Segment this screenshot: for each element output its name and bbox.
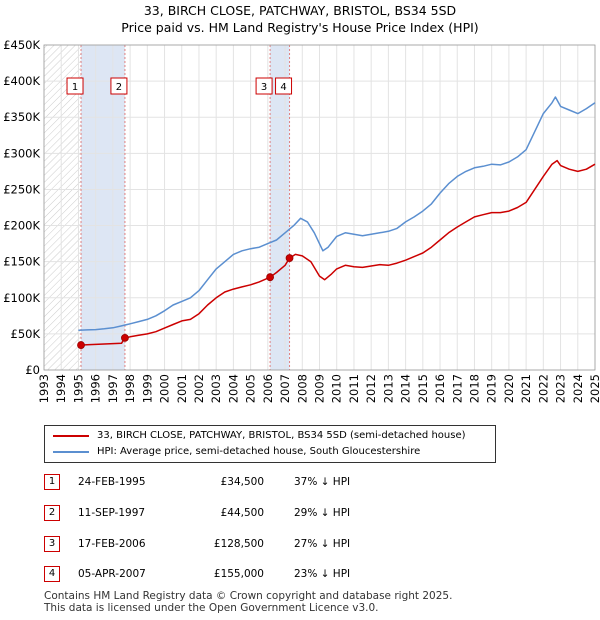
y-tick-label: £350K (3, 110, 40, 124)
x-tick-label: 2002 (192, 374, 206, 403)
sale-number-badge: 3 (44, 536, 60, 552)
x-tick-label: 2009 (313, 374, 327, 403)
footer-licence: This data is licensed under the Open Gov… (44, 602, 379, 614)
sale-date: 11-SEP-1997 (78, 507, 146, 519)
sale-row: 3 17-FEB-2006 £128,500 27% ↓ HPI (44, 536, 444, 552)
x-tick-label: 2019 (485, 374, 499, 403)
y-tick-label: £100K (3, 291, 40, 305)
sale-number-label: 2 (116, 82, 122, 93)
price-chart: 1 2 3 4 £0 £50K £100K £150K £200K £250K £300K £350K… (3, 38, 600, 403)
x-tick-label: 2020 (502, 374, 516, 403)
chart-title-line2: Price paid vs. HM Land Registry's House … (121, 20, 479, 35)
y-tick-label: £400K (3, 74, 40, 88)
sale-number-label: 3 (261, 82, 267, 93)
x-tick-label: 2010 (330, 374, 344, 403)
y-tick-label: £50K (11, 327, 41, 341)
sale-number-box (255, 77, 273, 95)
x-tick-label: 2012 (364, 374, 378, 403)
sale-number-badge: 1 (44, 474, 60, 490)
x-tick-label: 2001 (175, 374, 189, 403)
sale-hpi-diff: 23% ↓ HPI (294, 568, 351, 580)
sale-number-box (275, 77, 293, 95)
x-tick-label: 1996 (89, 374, 103, 403)
sale-price: £155,000 (213, 568, 264, 580)
x-tick-label: 1993 (37, 374, 51, 403)
sale-number-box (110, 77, 128, 95)
hatched-region (44, 45, 82, 370)
y-tick-label: £300K (3, 146, 40, 160)
footer-copyright: Contains HM Land Registry data © Crown c… (44, 590, 453, 602)
x-tick-label: 2013 (381, 374, 395, 403)
sale-price: £44,500 (220, 507, 264, 519)
x-tick-label: 2017 (450, 374, 464, 403)
x-tick-label: 2008 (295, 374, 309, 403)
sale-date: 17-FEB-2006 (78, 538, 146, 550)
x-tick-label: 1995 (71, 374, 85, 403)
chart-legend: 33, BIRCH CLOSE, PATCHWAY, BRISTOL, BS34… (44, 425, 496, 463)
sale-number-box (66, 77, 84, 95)
sale-row: 1 24-FEB-1995 £34,500 37% ↓ HPI (44, 474, 444, 490)
legend-swatch-property (53, 435, 89, 437)
x-tick-label: 2007 (278, 374, 292, 403)
plot-frame (43, 44, 596, 371)
x-tick-label: 2023 (554, 374, 568, 403)
x-tick-label: 2011 (347, 374, 361, 403)
x-tick-label: 2000 (158, 374, 172, 403)
sale-number-badge: 2 (44, 505, 60, 521)
x-tick-label: 2006 (261, 374, 275, 403)
x-tick-label: 1999 (140, 374, 154, 403)
x-tick-label: 2014 (399, 374, 413, 403)
sale-number-label: 1 (72, 82, 78, 93)
series-line-hpi (78, 96, 596, 332)
shaded-range (81, 45, 125, 370)
x-tick-label: 2024 (571, 374, 585, 403)
legend-label-hpi: HPI: Average price, semi-detached house,… (97, 446, 421, 457)
sale-hpi-diff: 37% ↓ HPI (294, 476, 351, 488)
sale-date: 24-FEB-1995 (78, 476, 146, 488)
x-tick-label: 2004 (226, 374, 240, 403)
x-tick-label: 2003 (209, 374, 223, 403)
x-tick-label: 2018 (467, 374, 481, 403)
chart-title-line1: 33, BIRCH CLOSE, PATCHWAY, BRISTOL, BS34… (143, 3, 457, 18)
sale-hpi-diff: 29% ↓ HPI (294, 507, 351, 519)
y-tick-label: £250K (3, 182, 40, 196)
legend-label-property: 33, BIRCH CLOSE, PATCHWAY, BRISTOL, BS34… (97, 430, 466, 441)
sale-price: £128,500 (213, 538, 264, 550)
x-tick-label: 2021 (519, 374, 533, 403)
series-line-property (80, 159, 596, 346)
sale-point (77, 341, 85, 349)
sale-point (285, 254, 294, 262)
x-tick-label: 1997 (106, 374, 120, 403)
y-tick-label: £150K (3, 255, 40, 269)
x-tick-label: 1998 (123, 374, 137, 403)
sale-number-label: 4 (280, 82, 286, 93)
sale-row: 4 05-APR-2007 £155,000 23% ↓ HPI (44, 566, 444, 582)
x-tick-label: 2016 (433, 374, 447, 403)
x-tick-label: 2015 (416, 374, 430, 403)
y-tick-label: £200K (3, 219, 40, 233)
x-tick-label: 2025 (588, 374, 600, 403)
sale-number-badge: 4 (44, 566, 60, 582)
sale-point (121, 333, 129, 342)
sale-row: 2 11-SEP-1997 £44,500 29% ↓ HPI (44, 505, 444, 521)
legend-swatch-hpi (53, 451, 89, 453)
sale-date: 05-APR-2007 (78, 568, 146, 580)
sale-price: £34,500 (220, 476, 264, 488)
x-tick-label: 2005 (244, 374, 258, 403)
y-tick-label: £450K (3, 38, 40, 52)
x-tick-label: 2022 (536, 374, 550, 403)
y-tick-label: £0 (25, 363, 40, 377)
x-tick-label: 1994 (54, 374, 68, 403)
sale-point (266, 273, 274, 282)
sale-hpi-diff: 27% ↓ HPI (294, 538, 351, 550)
